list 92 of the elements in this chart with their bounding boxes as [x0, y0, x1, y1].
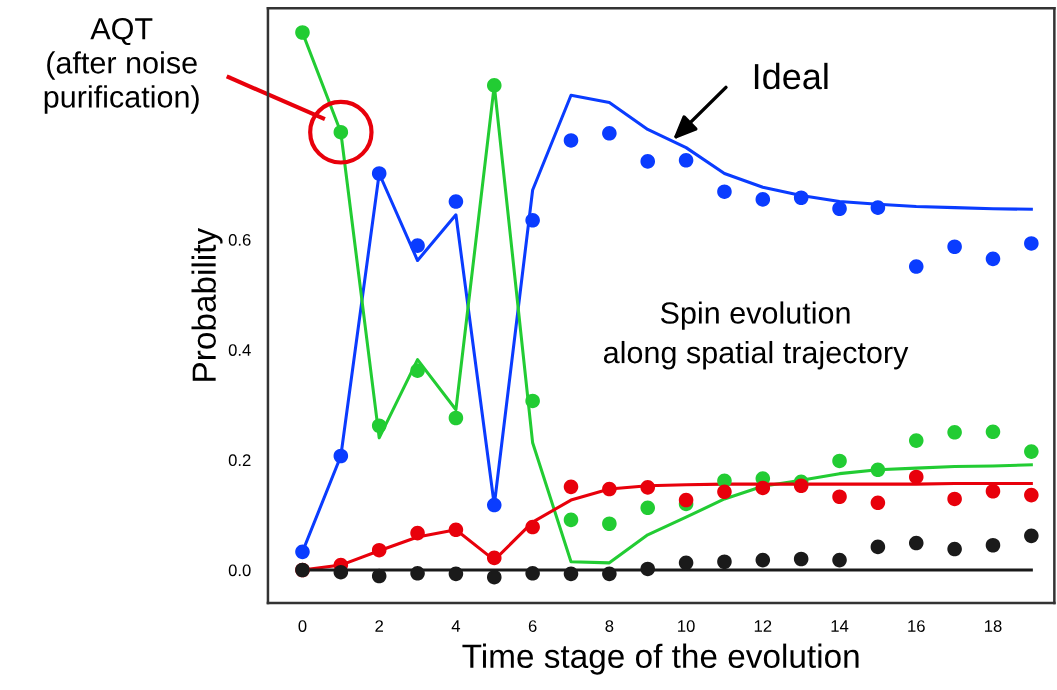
point — [371, 166, 387, 181]
point — [295, 544, 310, 560]
point — [602, 126, 617, 141]
point — [793, 190, 809, 206]
point — [832, 453, 847, 469]
point — [333, 124, 349, 140]
point — [985, 537, 1001, 553]
x-tick-label: 12 — [754, 620, 772, 632]
point — [602, 566, 617, 582]
point — [371, 418, 387, 434]
point — [448, 522, 464, 538]
annotation: Spin evolution along spatial trajectory — [603, 301, 909, 370]
x-tick-label: 14 — [831, 620, 849, 632]
point — [487, 550, 502, 566]
point — [448, 566, 464, 582]
x-tick-label: 16 — [908, 620, 925, 632]
point — [947, 541, 962, 557]
x-tick-label: 4 — [451, 620, 461, 632]
point — [525, 566, 540, 581]
point — [410, 566, 425, 581]
point — [908, 433, 924, 448]
point — [678, 492, 694, 508]
point — [640, 500, 656, 516]
point — [678, 555, 694, 571]
point — [525, 393, 540, 409]
point — [371, 568, 387, 584]
point — [985, 424, 1001, 440]
x-tick-label: 8 — [605, 620, 614, 632]
point — [487, 569, 502, 585]
point — [563, 479, 579, 495]
point — [1024, 487, 1039, 503]
point — [640, 480, 656, 495]
point — [410, 525, 425, 541]
point — [333, 448, 349, 464]
point — [448, 410, 464, 426]
point — [947, 239, 962, 255]
x-tick-label: 0 — [298, 620, 307, 632]
point — [908, 259, 924, 274]
point — [947, 425, 962, 440]
point — [870, 539, 886, 555]
point — [1024, 444, 1039, 459]
point — [985, 251, 1001, 267]
point — [410, 363, 425, 378]
point — [525, 519, 540, 535]
point — [487, 497, 502, 513]
x-tick-label: 2 — [375, 620, 383, 632]
point — [295, 25, 310, 40]
point — [832, 552, 847, 568]
point — [832, 201, 847, 217]
point — [908, 535, 924, 551]
point — [717, 184, 732, 199]
point — [678, 153, 694, 168]
y-tick-label: 0.4 — [228, 344, 251, 356]
point — [755, 480, 771, 496]
point — [870, 200, 886, 215]
point — [602, 481, 617, 497]
point — [602, 516, 617, 532]
text: AQT (after noise purification) — [44, 18, 199, 114]
y-tick-label: 0.6 — [228, 233, 251, 246]
point — [985, 483, 1001, 499]
point — [870, 495, 886, 511]
x-axis-title: Time stage of the evolution — [462, 643, 859, 675]
point — [755, 552, 771, 568]
x-tick-label: 10 — [678, 620, 695, 632]
point — [563, 566, 579, 582]
point — [947, 491, 962, 507]
point — [640, 561, 656, 577]
point — [793, 551, 809, 567]
point — [1024, 528, 1039, 544]
y-tick-label: 0.2 — [228, 454, 251, 467]
point — [448, 194, 464, 209]
point — [870, 462, 886, 478]
point — [487, 78, 502, 93]
point — [755, 192, 771, 207]
point — [563, 133, 579, 148]
point — [371, 542, 387, 558]
y-tick-label: 0.0 — [228, 564, 251, 577]
point — [908, 469, 924, 485]
point — [563, 512, 579, 528]
point — [832, 489, 847, 505]
point — [1024, 236, 1039, 251]
point — [717, 554, 732, 570]
point — [410, 238, 425, 253]
x-tick-label: 18 — [984, 620, 1002, 632]
x-tick-label: 6 — [528, 620, 537, 632]
y-axis-title: Probability — [191, 227, 223, 381]
point — [793, 478, 809, 494]
annotation: Ideal — [754, 62, 828, 90]
point — [717, 484, 732, 500]
point — [525, 213, 540, 228]
point — [333, 564, 349, 580]
point — [640, 154, 656, 169]
